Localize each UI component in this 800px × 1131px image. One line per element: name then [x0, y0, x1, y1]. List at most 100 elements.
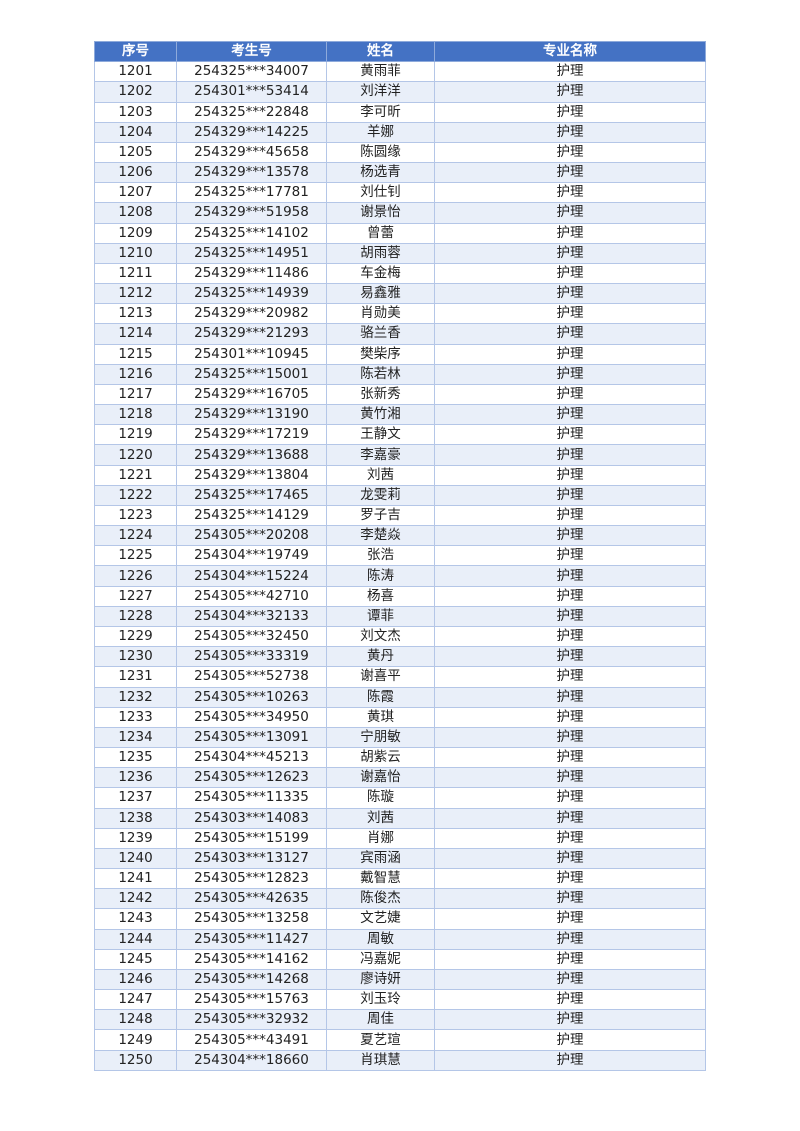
cell-serial: 1231 — [94, 666, 177, 688]
table-row: 1207 254325***17781 刘仕钊 护理 — [94, 182, 706, 204]
cell-major: 护理 — [434, 706, 706, 728]
table-row: 1242 254305***42635 陈俊杰 护理 — [94, 888, 706, 910]
cell-exam-id: 254305***42635 — [176, 888, 327, 910]
cell-serial: 1227 — [94, 585, 177, 607]
student-table: 序号 考生号 姓名 专业名称 1201 254325***34007 黄雨菲 护理 12… — [94, 40, 706, 1071]
cell-name: 谢喜平 — [326, 666, 435, 688]
cell-name: 杨喜 — [326, 585, 435, 607]
cell-exam-id: 254305***20208 — [176, 525, 327, 547]
cell-serial: 1240 — [94, 847, 177, 870]
cell-major: 护理 — [434, 948, 706, 970]
table-row: 1241 254305***12823 戴智慧 护理 — [94, 868, 706, 890]
cell-name: 王静文 — [326, 424, 435, 446]
cell-serial: 1237 — [94, 787, 177, 809]
cell-exam-id: 254305***43491 — [176, 1029, 327, 1051]
table-row: 1236 254305***12623 谢嘉怡 护理 — [94, 767, 706, 789]
cell-exam-id: 254304***15224 — [176, 565, 327, 587]
cell-name: 谢景怡 — [326, 202, 435, 224]
table-row: 1212 254325***14939 易鑫雅 护理 — [94, 283, 706, 305]
cell-serial: 1208 — [94, 202, 177, 224]
cell-major: 护理 — [434, 121, 706, 143]
cell-name: 陈霞 — [326, 686, 435, 708]
cell-name: 冯嘉妮 — [326, 948, 435, 970]
table-row: 1205 254329***45658 陈圆缘 护理 — [94, 141, 706, 164]
cell-serial: 1222 — [94, 484, 177, 506]
cell-serial: 1217 — [94, 383, 177, 406]
table-row: 1239 254305***15199 肖娜 护理 — [94, 827, 706, 849]
cell-major: 护理 — [434, 1009, 706, 1031]
table-row: 1211 254329***11486 车金梅 护理 — [94, 262, 706, 285]
table-body: 1201 254325***34007 黄雨菲 护理 1202 254301***5341… — [94, 61, 706, 1071]
cell-exam-id: 254304***19749 — [176, 545, 327, 567]
cell-exam-id: 254304***32133 — [176, 605, 327, 627]
cell-exam-id: 254305***32932 — [176, 1009, 327, 1031]
cell-serial: 1216 — [94, 363, 177, 385]
cell-major: 护理 — [434, 323, 706, 345]
table-row: 1250 254304***18660 肖琪慧 护理 — [94, 1049, 706, 1071]
cell-serial: 1244 — [94, 928, 177, 950]
cell-serial: 1234 — [94, 726, 177, 749]
table-row: 1206 254329***13578 杨选青 护理 — [94, 162, 706, 184]
cell-major: 护理 — [434, 666, 706, 688]
table-row: 1244 254305***11427 周敏 护理 — [94, 928, 706, 950]
table-row: 1247 254305***15763 刘玉玲 护理 — [94, 989, 706, 1011]
cell-exam-id: 254329***13190 — [176, 404, 327, 426]
table-row: 1210 254325***14951 胡雨蓉 护理 — [94, 242, 706, 264]
cell-major: 护理 — [434, 726, 706, 749]
cell-major: 护理 — [434, 383, 706, 406]
cell-exam-id: 254305***52738 — [176, 666, 327, 688]
cell-name: 刘洋洋 — [326, 81, 435, 103]
cell-name: 李嘉豪 — [326, 444, 435, 466]
cell-serial: 1248 — [94, 1009, 177, 1031]
cell-name: 刘玉玲 — [326, 989, 435, 1011]
cell-name: 张浩 — [326, 545, 435, 567]
cell-exam-id: 254305***12823 — [176, 868, 327, 890]
cell-serial: 1236 — [94, 767, 177, 789]
cell-major: 护理 — [434, 303, 706, 325]
cell-name: 杨选青 — [326, 162, 435, 184]
table-row: 1225 254304***19749 张浩 护理 — [94, 545, 706, 567]
cell-name: 肖勋美 — [326, 303, 435, 325]
table-row: 1245 254305***14162 冯嘉妮 护理 — [94, 948, 706, 970]
table-row: 1246 254305***14268 廖诗妍 护理 — [94, 968, 706, 991]
cell-major: 护理 — [434, 182, 706, 204]
table-row: 1229 254305***32450 刘文杰 护理 — [94, 625, 706, 648]
cell-serial: 1204 — [94, 121, 177, 143]
cell-major: 护理 — [434, 202, 706, 224]
table-row: 1208 254329***51958 谢景怡 护理 — [94, 202, 706, 224]
table-row: 1209 254325***14102 曾蕾 护理 — [94, 222, 706, 244]
table-row: 1227 254305***42710 杨喜 护理 — [94, 585, 706, 607]
cell-major: 护理 — [434, 767, 706, 789]
cell-serial: 1233 — [94, 706, 177, 728]
cell-exam-id: 254303***14083 — [176, 807, 327, 829]
cell-exam-id: 254301***53414 — [176, 81, 327, 103]
cell-serial: 1238 — [94, 807, 177, 829]
cell-serial: 1214 — [94, 323, 177, 345]
cell-major: 护理 — [434, 81, 706, 103]
cell-name: 夏艺瑄 — [326, 1029, 435, 1051]
cell-major: 护理 — [434, 868, 706, 890]
cell-serial: 1243 — [94, 908, 177, 930]
cell-serial: 1206 — [94, 162, 177, 184]
cell-exam-id: 254305***42710 — [176, 585, 327, 607]
cell-serial: 1219 — [94, 424, 177, 446]
cell-exam-id: 254303***13127 — [176, 847, 327, 870]
cell-exam-id: 254304***45213 — [176, 747, 327, 769]
cell-name: 戴智慧 — [326, 868, 435, 890]
cell-exam-id: 254329***20982 — [176, 303, 327, 325]
cell-serial: 1230 — [94, 646, 177, 668]
cell-major: 护理 — [434, 646, 706, 668]
table-row: 1223 254325***14129 罗子吉 护理 — [94, 504, 706, 527]
cell-serial: 1239 — [94, 827, 177, 849]
cell-name: 刘文杰 — [326, 625, 435, 648]
cell-exam-id: 254325***17465 — [176, 484, 327, 506]
cell-major: 护理 — [434, 565, 706, 587]
table-row: 1201 254325***34007 黄雨菲 护理 — [94, 61, 706, 83]
cell-serial: 1207 — [94, 182, 177, 204]
cell-major: 护理 — [434, 888, 706, 910]
cell-name: 李楚焱 — [326, 525, 435, 547]
cell-major: 护理 — [434, 1049, 706, 1071]
cell-major: 护理 — [434, 101, 706, 123]
cell-exam-id: 254301***10945 — [176, 343, 327, 365]
table-row: 1248 254305***32932 周佳 护理 — [94, 1009, 706, 1031]
